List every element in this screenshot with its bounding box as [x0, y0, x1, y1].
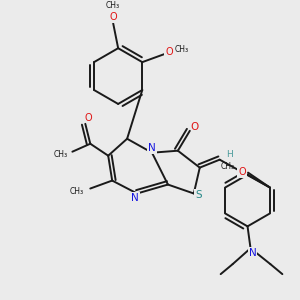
Text: H: H — [226, 150, 233, 159]
Text: O: O — [191, 122, 199, 132]
Text: O: O — [165, 47, 173, 57]
Text: O: O — [110, 12, 117, 22]
Text: CH₃: CH₃ — [175, 45, 189, 54]
Text: O: O — [85, 113, 92, 123]
Text: CH₃: CH₃ — [53, 150, 68, 159]
Text: N: N — [148, 143, 156, 153]
Text: CH₃: CH₃ — [106, 1, 120, 10]
Text: CH₃: CH₃ — [221, 162, 235, 171]
Text: O: O — [238, 167, 246, 177]
Text: CH₃: CH₃ — [69, 187, 83, 196]
Text: N: N — [131, 194, 139, 203]
Text: S: S — [196, 190, 202, 200]
Text: N: N — [249, 248, 256, 258]
